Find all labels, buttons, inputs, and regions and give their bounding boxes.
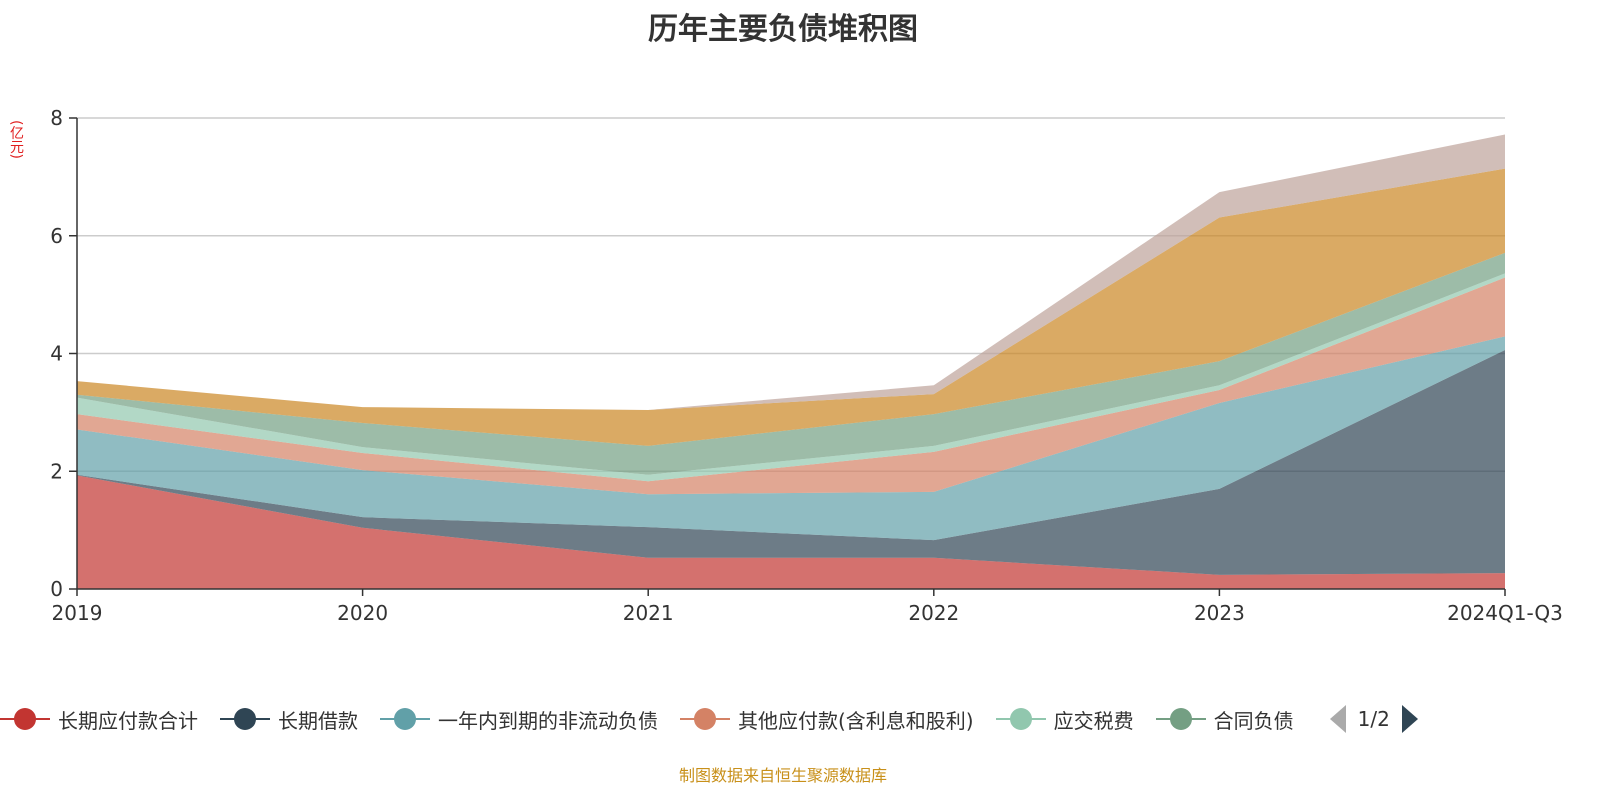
x-tick-label: 2022: [908, 601, 959, 625]
legend-pager: 1/2: [1329, 705, 1418, 733]
area-series-7: [77, 168, 1505, 446]
legend: 长期应付款合计 长期借款 一年内到期的非流动负债 其他应付款(含利息和股利) 应交税费 合…: [0, 704, 1418, 734]
x-tick-label: 2021: [623, 601, 674, 625]
legend-label: 一年内到期的非流动负债: [438, 708, 658, 733]
legend-marker-icon: [1155, 707, 1206, 731]
legend-item[interactable]: 长期借款: [220, 705, 358, 734]
legend-marker-icon: [680, 707, 730, 731]
data-source-note: 制图数据来自恒生聚源数据库: [678, 766, 887, 785]
legend-item[interactable]: 一年内到期的非流动负债: [380, 705, 658, 734]
legend-marker-icon: [380, 707, 430, 731]
legend-page-indicator: 1/2: [1357, 707, 1390, 731]
legend-label: 其他应付款(含利息和股利): [738, 708, 974, 733]
legend-marker-icon: [995, 707, 1046, 731]
area-series-2: [77, 349, 1505, 575]
x-tick-label: 2023: [1194, 601, 1245, 625]
y-axis-unit: (亿元): [8, 120, 24, 159]
chart-title: 历年主要负债堆积图: [648, 12, 918, 47]
stacked-area-chart: 0 2 4 6 8 2019 2020 2021 2022 2023 2024Q1-Q3: [50, 106, 1563, 625]
legend-item[interactable]: 合同负债: [1155, 705, 1294, 734]
y-tick-label: 2: [50, 459, 63, 483]
legend-label: 应交税费: [1053, 708, 1134, 733]
legend-item[interactable]: 长期应付款合计: [0, 705, 198, 734]
next-page-icon[interactable]: [1401, 705, 1418, 733]
area-series-1: [77, 475, 1505, 589]
y-tick-label: 6: [50, 224, 63, 248]
x-tick-label: 2024Q1-Q3: [1447, 601, 1563, 625]
x-tick-label: 2019: [52, 601, 103, 625]
x-tick-label: 2020: [337, 601, 388, 625]
area-series-3: [77, 336, 1505, 541]
y-tick-label: 0: [50, 577, 63, 601]
y-tick-label: 8: [50, 106, 63, 130]
legend-label: 合同负债: [1213, 708, 1294, 733]
legend-label: 长期借款: [278, 708, 358, 733]
legend-item[interactable]: 应交税费: [995, 705, 1134, 734]
legend-item[interactable]: 其他应付款(含利息和股利): [680, 705, 974, 734]
legend-marker-icon: [0, 707, 50, 731]
y-tick-label: 4: [50, 342, 63, 366]
prev-page-icon[interactable]: [1329, 705, 1346, 733]
area-series-6: [77, 252, 1505, 475]
legend-marker-icon: [220, 707, 270, 731]
legend-label: 长期应付款合计: [58, 708, 198, 733]
